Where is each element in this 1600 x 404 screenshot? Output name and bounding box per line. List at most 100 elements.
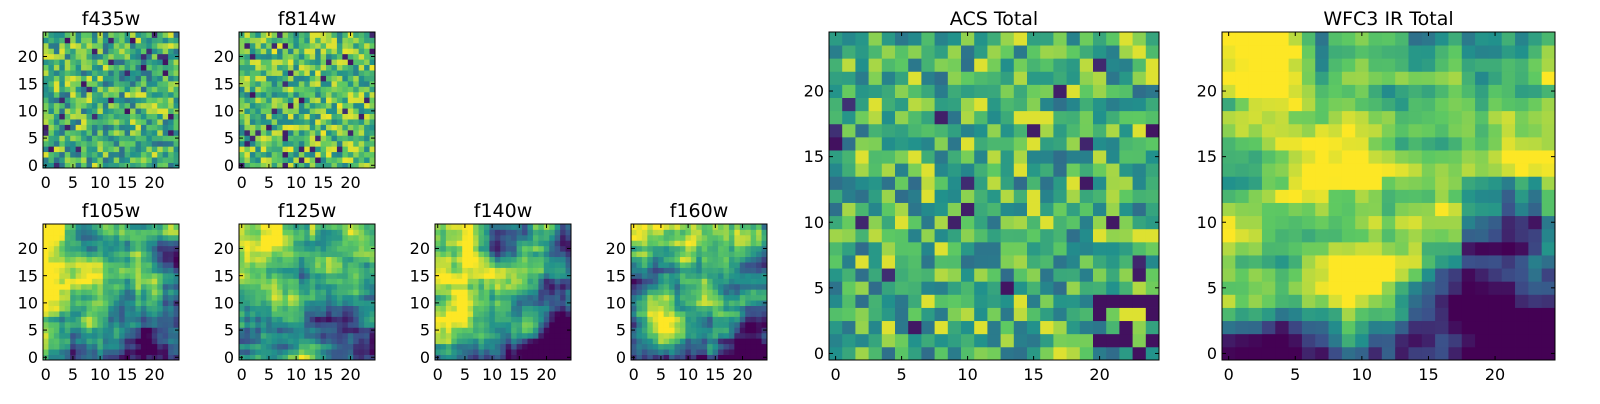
heatmap-cell — [59, 257, 65, 263]
heatmap-cell — [359, 306, 365, 312]
heatmap-cell — [135, 32, 141, 38]
heatmap-cell — [331, 92, 337, 98]
heatmap-cell — [326, 338, 332, 344]
heatmap-cell — [1001, 32, 1015, 46]
heatmap-cell — [435, 344, 441, 350]
heatmap-cell — [65, 322, 71, 328]
heatmap-cell — [1001, 163, 1015, 177]
heatmap-cell — [92, 268, 98, 274]
heatmap-cell — [163, 289, 169, 295]
heatmap-cell — [266, 344, 272, 350]
heatmap-cell — [348, 300, 354, 306]
heatmap-cell — [81, 152, 87, 158]
heatmap-cell — [462, 306, 468, 312]
heatmap-cell — [702, 257, 708, 263]
heatmap-cell — [239, 59, 245, 65]
heatmap-cell — [146, 306, 152, 312]
heatmap-cell — [696, 333, 702, 339]
heatmap-cell — [168, 130, 174, 136]
heatmap-cell — [1528, 176, 1542, 190]
heatmap-cell — [555, 224, 561, 230]
heatmap-cell — [146, 81, 152, 87]
heatmap-cell — [723, 311, 729, 317]
heatmap-cell — [631, 306, 637, 312]
heatmap-cell — [1001, 255, 1015, 269]
heatmap-cell — [527, 284, 533, 290]
heatmap-cell — [1222, 189, 1236, 203]
heatmap-cell — [1528, 203, 1542, 217]
heatmap-cell — [108, 284, 114, 290]
heatmap-cell — [1342, 255, 1356, 269]
heatmap-cell — [740, 278, 746, 284]
heatmap-cell — [1515, 294, 1529, 308]
heatmap-cell — [304, 327, 310, 333]
heatmap-cell — [299, 338, 305, 344]
heatmap-cell — [157, 224, 163, 230]
heatmap-cell — [685, 306, 691, 312]
heatmap-cell — [54, 32, 60, 38]
heatmap-cell — [304, 114, 310, 120]
heatmap-cell — [364, 48, 370, 54]
heatmap-cell — [299, 81, 305, 87]
heatmap-cell — [59, 327, 65, 333]
heatmap-cell — [908, 347, 922, 361]
heatmap-cell — [653, 338, 659, 344]
heatmap-cell — [157, 246, 163, 252]
heatmap-cell — [135, 240, 141, 246]
heatmap-cell — [484, 316, 490, 322]
heatmap-cell — [364, 289, 370, 295]
heatmap-cell — [43, 65, 49, 71]
heatmap-cell — [869, 98, 883, 112]
heatmap-cell — [1040, 176, 1054, 190]
heatmap-cell — [484, 268, 490, 274]
heatmap-cell — [468, 240, 474, 246]
heatmap-cell — [54, 322, 60, 328]
heatmap-cell — [1146, 189, 1160, 203]
heatmap-cell — [468, 344, 474, 350]
heatmap-cell — [299, 246, 305, 252]
heatmap-cell — [745, 262, 751, 268]
heatmap-cell — [855, 281, 869, 295]
heatmap-cell — [723, 322, 729, 328]
heatmap-cell — [43, 235, 49, 241]
heatmap-cell — [1329, 216, 1343, 230]
heatmap-cell — [342, 224, 348, 230]
heatmap-cell — [462, 246, 468, 252]
heatmap-cell — [43, 152, 49, 158]
heatmap-cell — [250, 103, 256, 109]
heatmap-cell — [157, 32, 163, 38]
heatmap-cell — [331, 65, 337, 71]
heatmap-cell — [702, 229, 708, 235]
heatmap-cell — [48, 32, 54, 38]
heatmap-cell — [364, 349, 370, 355]
heatmap-cell — [473, 224, 479, 230]
heatmap-cell — [342, 295, 348, 301]
heatmap-cell — [974, 281, 988, 295]
heatmap-cell — [272, 97, 278, 103]
heatmap-cell — [255, 81, 261, 87]
heatmap-cell — [636, 316, 642, 322]
heatmap-cell — [321, 43, 327, 49]
heatmap-cell — [59, 114, 65, 120]
heatmap-cell — [81, 65, 87, 71]
heatmap-cell — [283, 278, 289, 284]
heatmap-cell — [348, 157, 354, 163]
heatmap-cell — [342, 289, 348, 295]
heatmap-cell — [729, 268, 735, 274]
heatmap-cell — [1040, 189, 1054, 203]
heatmap-cell — [751, 273, 757, 279]
heatmap-cell — [664, 289, 670, 295]
heatmap-cell — [299, 65, 305, 71]
heatmap-cell — [987, 163, 1001, 177]
heatmap-cell — [299, 157, 305, 163]
heatmap-cell — [87, 311, 93, 317]
heatmap-cell — [495, 306, 501, 312]
heatmap-cell — [108, 86, 114, 92]
heatmap-cell — [506, 240, 512, 246]
heatmap-cell — [842, 334, 856, 348]
heatmap-cell — [283, 306, 289, 312]
heatmap-cell — [65, 43, 71, 49]
heatmap-cell — [119, 157, 125, 163]
heatmap-cell — [647, 278, 653, 284]
heatmap-cell — [130, 278, 136, 284]
